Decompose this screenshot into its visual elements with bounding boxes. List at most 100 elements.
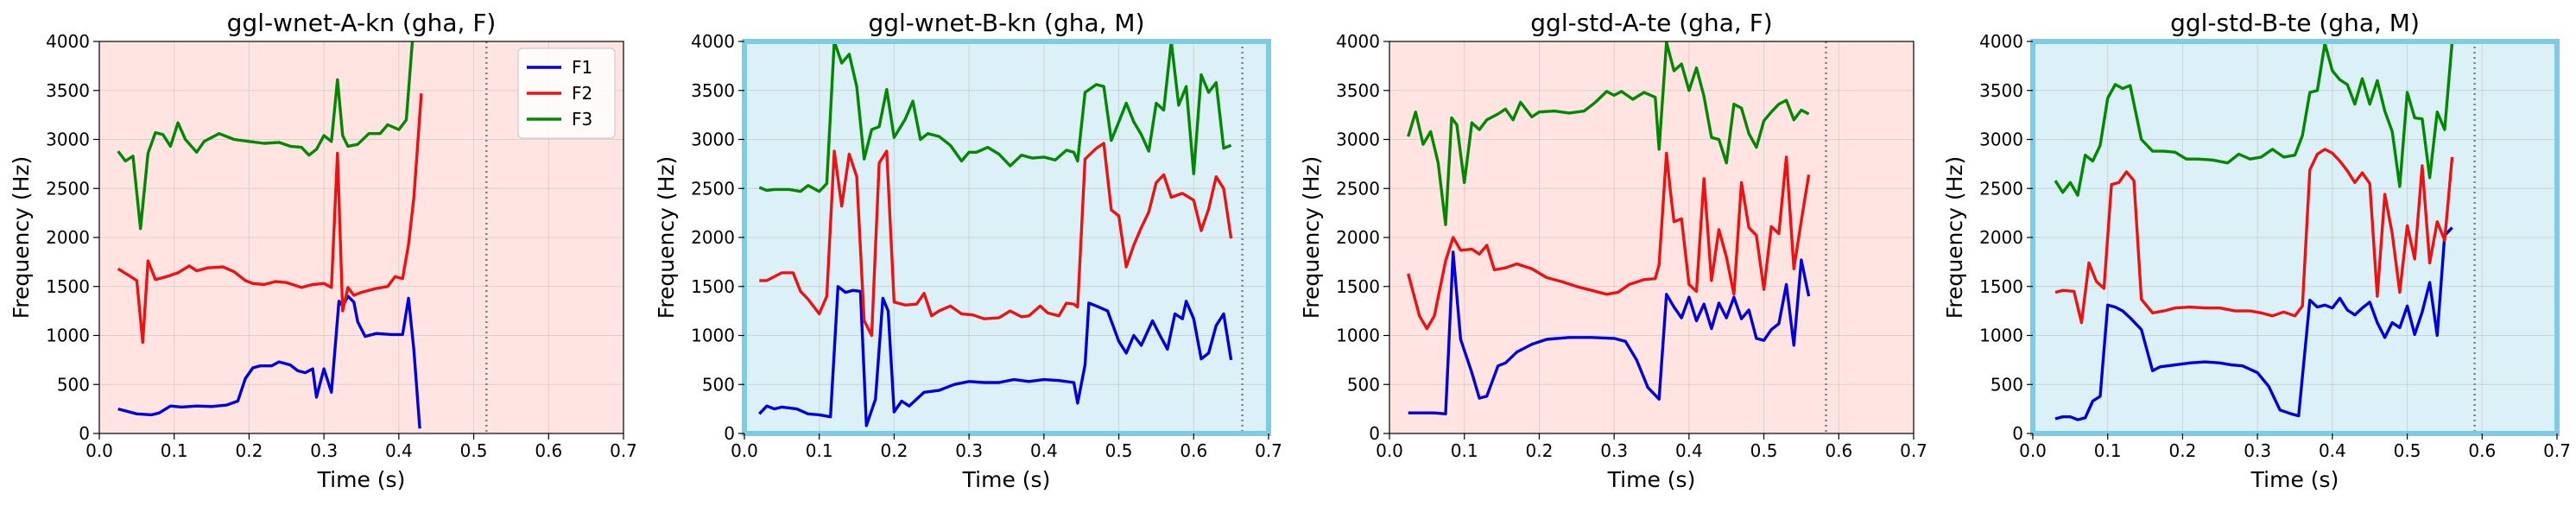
- y-axis-label: Frequency (Hz): [1299, 156, 1324, 319]
- x-tick-label: 0.0: [731, 440, 758, 461]
- series-line-f1: [758, 285, 1233, 427]
- x-tick-label: 0.2: [236, 440, 263, 461]
- y-tick-label: 4000: [1979, 31, 2023, 52]
- x-tick-label: 0.1: [806, 440, 833, 461]
- chart-panel-3: 0.0 0.1 0.2 0.3 0.4 0.5 0.6 0.7 0 500 1000 1500 2000…: [1299, 9, 1927, 492]
- x-tick-label: 0.5: [2394, 440, 2421, 461]
- y-tick-label: 3500: [1336, 80, 1380, 101]
- x-tick-label: 0.3: [2244, 440, 2271, 461]
- series-line-f3: [2054, 41, 2454, 197]
- chart-panel-4: 0.0 0.1 0.2 0.3 0.4 0.5 0.6 0.7 0 500 1000 1500 2000…: [1942, 9, 2571, 492]
- series-line-f2: [117, 93, 423, 345]
- y-tick-label: 3000: [46, 130, 90, 150]
- series-line-f2: [2054, 148, 2454, 325]
- series-line-f1: [1408, 250, 1811, 415]
- y-tick-label: 3000: [1979, 130, 2023, 150]
- x-tick-label: 0.0: [85, 440, 113, 461]
- y-tick-label: 0: [1369, 423, 1380, 444]
- x-tick-label: 0.4: [1030, 440, 1058, 461]
- chart-panel-1: 0.0 0.1 0.2 0.3 0.4 0.5 0.6 0.7 0 500 1000 1500 2000…: [9, 9, 637, 492]
- series-line-f1: [117, 294, 421, 429]
- legend-label-f2: F2: [572, 83, 592, 104]
- x-tick-label: 0.0: [2019, 440, 2047, 461]
- y-tick-label: 1500: [691, 276, 735, 297]
- y-tick-label: 1000: [1979, 326, 2023, 346]
- chart-title: ggl-wnet-A-kn (gha, F): [227, 9, 497, 37]
- y-axis-label: Frequency (Hz): [1942, 156, 1967, 319]
- x-tick-label: 0.3: [310, 440, 338, 461]
- legend-label-f3: F3: [572, 109, 592, 130]
- x-tick-label: 0.7: [610, 440, 637, 461]
- y-tick-label: 3500: [691, 80, 735, 101]
- x-tick-label: 0.7: [1255, 440, 1282, 461]
- series-line-f3: [758, 41, 1232, 193]
- legend-box: [517, 47, 616, 139]
- x-tick-label: 0.5: [460, 440, 488, 461]
- x-tick-label: 0.6: [1825, 440, 1852, 461]
- y-axis-label: Frequency (Hz): [654, 156, 679, 319]
- legend-label-f1: F1: [572, 57, 592, 78]
- x-tick-label: 0.2: [1526, 440, 1554, 461]
- chart-title: ggl-std-B-te (gha, M): [2170, 9, 2420, 37]
- y-tick-label: 3500: [46, 80, 90, 101]
- y-tick-label: 1000: [691, 326, 735, 346]
- x-tick-label: 0.5: [1750, 440, 1778, 461]
- x-tick-label: 0.6: [535, 440, 562, 461]
- x-tick-label: 0.0: [1376, 440, 1403, 461]
- y-tick-label: 1500: [1336, 276, 1380, 297]
- x-tick-label: 0.3: [1600, 440, 1628, 461]
- y-tick-label: 2000: [1336, 227, 1380, 248]
- chart-title: ggl-wnet-B-kn (gha, M): [868, 9, 1144, 37]
- x-tick-label: 0.1: [1451, 440, 1478, 461]
- y-tick-label: 2500: [691, 178, 735, 199]
- y-tick-label: 4000: [691, 31, 735, 52]
- series-line-f3: [117, 41, 415, 231]
- x-tick-label: 0.1: [2094, 440, 2122, 461]
- y-tick-label: 2500: [1979, 178, 2023, 199]
- x-axis-label: Time (s): [2250, 467, 2339, 492]
- y-tick-label: 4000: [46, 31, 90, 52]
- y-tick-label: 2000: [1979, 227, 2023, 248]
- y-tick-label: 2000: [691, 227, 735, 248]
- x-tick-label: 0.1: [161, 440, 188, 461]
- y-tick-label: 0: [79, 423, 90, 444]
- y-tick-label: 1500: [1979, 276, 2023, 297]
- x-tick-label: 0.4: [2319, 440, 2346, 461]
- x-tick-label: 0.7: [1900, 440, 1927, 461]
- x-tick-label: 0.3: [955, 440, 983, 461]
- chart-panel-2: 0.0 0.1 0.2 0.3 0.4 0.5 0.6 0.7 0 500 1000 1500 2000…: [654, 9, 1282, 492]
- y-tick-label: 500: [1347, 374, 1380, 395]
- y-tick-label: 0: [724, 423, 735, 444]
- y-tick-label: 2000: [46, 227, 90, 248]
- series-line-f2: [759, 142, 1233, 338]
- x-tick-label: 0.2: [881, 440, 908, 461]
- y-tick-label: 2500: [46, 178, 90, 199]
- y-tick-label: 1500: [46, 276, 90, 297]
- x-tick-label: 0.6: [1180, 440, 1207, 461]
- y-tick-label: 1000: [1336, 326, 1380, 346]
- y-tick-label: 1000: [46, 326, 90, 346]
- series-line-f1: [2054, 226, 2453, 421]
- chart-title: ggl-std-A-te (gha, F): [1530, 9, 1772, 37]
- y-tick-label: 3500: [1979, 80, 2023, 101]
- x-tick-label: 0.4: [1675, 440, 1703, 461]
- x-tick-label: 0.4: [385, 440, 413, 461]
- y-tick-label: 500: [702, 374, 735, 395]
- x-tick-label: 0.2: [2169, 440, 2197, 461]
- y-tick-label: 4000: [1336, 31, 1380, 52]
- x-axis-label: Time (s): [317, 467, 406, 492]
- x-tick-label: 0.5: [1105, 440, 1133, 461]
- x-axis-label: Time (s): [1607, 467, 1696, 492]
- series-line-f3: [1407, 41, 1810, 226]
- y-tick-label: 3000: [1336, 130, 1380, 150]
- y-tick-label: 500: [57, 374, 90, 395]
- series-line-f2: [1407, 151, 1811, 331]
- y-axis-label: Frequency (Hz): [9, 156, 34, 319]
- x-tick-label: 0.7: [2543, 440, 2571, 461]
- x-tick-label: 0.6: [2468, 440, 2496, 461]
- y-tick-label: 0: [2012, 423, 2023, 444]
- y-tick-label: 3000: [691, 130, 735, 150]
- y-tick-label: 500: [1991, 374, 2023, 395]
- y-tick-label: 2500: [1336, 178, 1380, 199]
